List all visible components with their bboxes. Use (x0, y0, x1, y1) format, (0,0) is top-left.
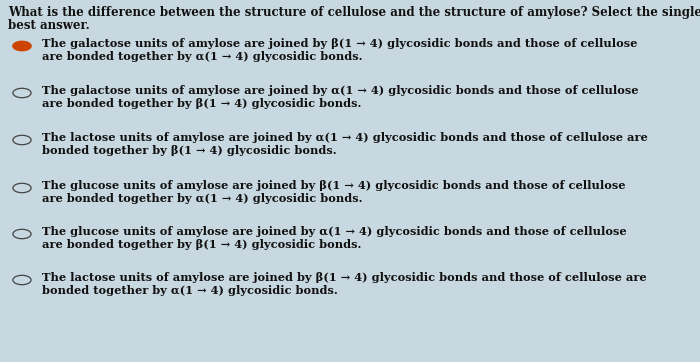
Text: The lactose units of amylose are joined by α(1 → 4) glycosidic bonds and those o: The lactose units of amylose are joined … (42, 132, 648, 143)
Text: The glucose units of amylose are joined by α(1 → 4) glycosidic bonds and those o: The glucose units of amylose are joined … (42, 226, 626, 237)
Text: The lactose units of amylose are joined by β(1 → 4) glycosidic bonds and those o: The lactose units of amylose are joined … (42, 272, 647, 283)
Text: bonded together by α(1 → 4) glycosidic bonds.: bonded together by α(1 → 4) glycosidic b… (42, 285, 337, 296)
Text: What is the difference between the structure of cellulose and the structure of a: What is the difference between the struc… (8, 6, 700, 19)
Text: are bonded together by β(1 → 4) glycosidic bonds.: are bonded together by β(1 → 4) glycosid… (42, 98, 361, 109)
Text: are bonded together by β(1 → 4) glycosidic bonds.: are bonded together by β(1 → 4) glycosid… (42, 239, 361, 250)
Text: are bonded together by α(1 → 4) glycosidic bonds.: are bonded together by α(1 → 4) glycosid… (42, 51, 363, 62)
Circle shape (13, 41, 31, 51)
Text: best answer.: best answer. (8, 19, 90, 32)
Text: The glucose units of amylose are joined by β(1 → 4) glycosidic bonds and those o: The glucose units of amylose are joined … (42, 180, 626, 191)
Text: bonded together by β(1 → 4) glycosidic bonds.: bonded together by β(1 → 4) glycosidic b… (42, 145, 337, 156)
Text: The galactose units of amylose are joined by β(1 → 4) glycosidic bonds and those: The galactose units of amylose are joine… (42, 38, 638, 49)
Text: The galactose units of amylose are joined by α(1 → 4) glycosidic bonds and those: The galactose units of amylose are joine… (42, 85, 638, 96)
Text: are bonded together by α(1 → 4) glycosidic bonds.: are bonded together by α(1 → 4) glycosid… (42, 193, 363, 204)
